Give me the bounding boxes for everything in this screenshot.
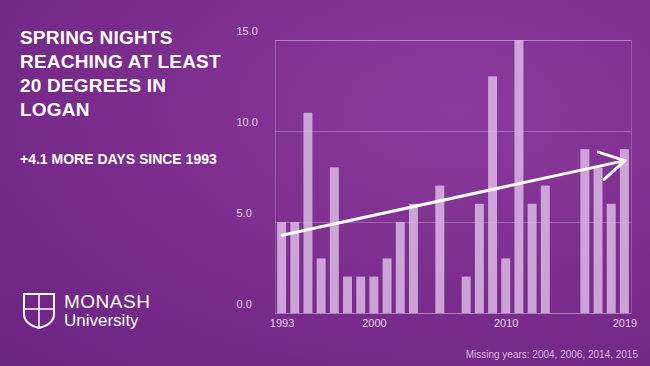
html-text:Missing years: 2004, 2006, 201: Missing years: 2004, 2006, 2014, 2015: [465, 349, 638, 360]
svg-text:2019: 2019: [613, 317, 637, 329]
svg-text:15.0: 15.0: [237, 25, 258, 37]
svg-text:2010: 2010: [494, 317, 518, 329]
html-text:University: University: [64, 311, 139, 330]
html-text:MONASH: MONASH: [64, 291, 151, 312]
svg-text:5.0: 5.0: [237, 207, 252, 219]
svg-text:0.0: 0.0: [237, 298, 252, 310]
html-text:SPRING NIGHTS REACHING AT LEAS: SPRING NIGHTS REACHING AT LEAST 20 DEGRE…: [20, 27, 221, 120]
html-text:+4.1 MORE DAYS SINCE 1993: +4.1 MORE DAYS SINCE 1993: [20, 151, 217, 167]
svg-text:1993: 1993: [270, 317, 294, 329]
svg-text:2000: 2000: [362, 317, 386, 329]
svg-text:10.0: 10.0: [237, 116, 258, 128]
